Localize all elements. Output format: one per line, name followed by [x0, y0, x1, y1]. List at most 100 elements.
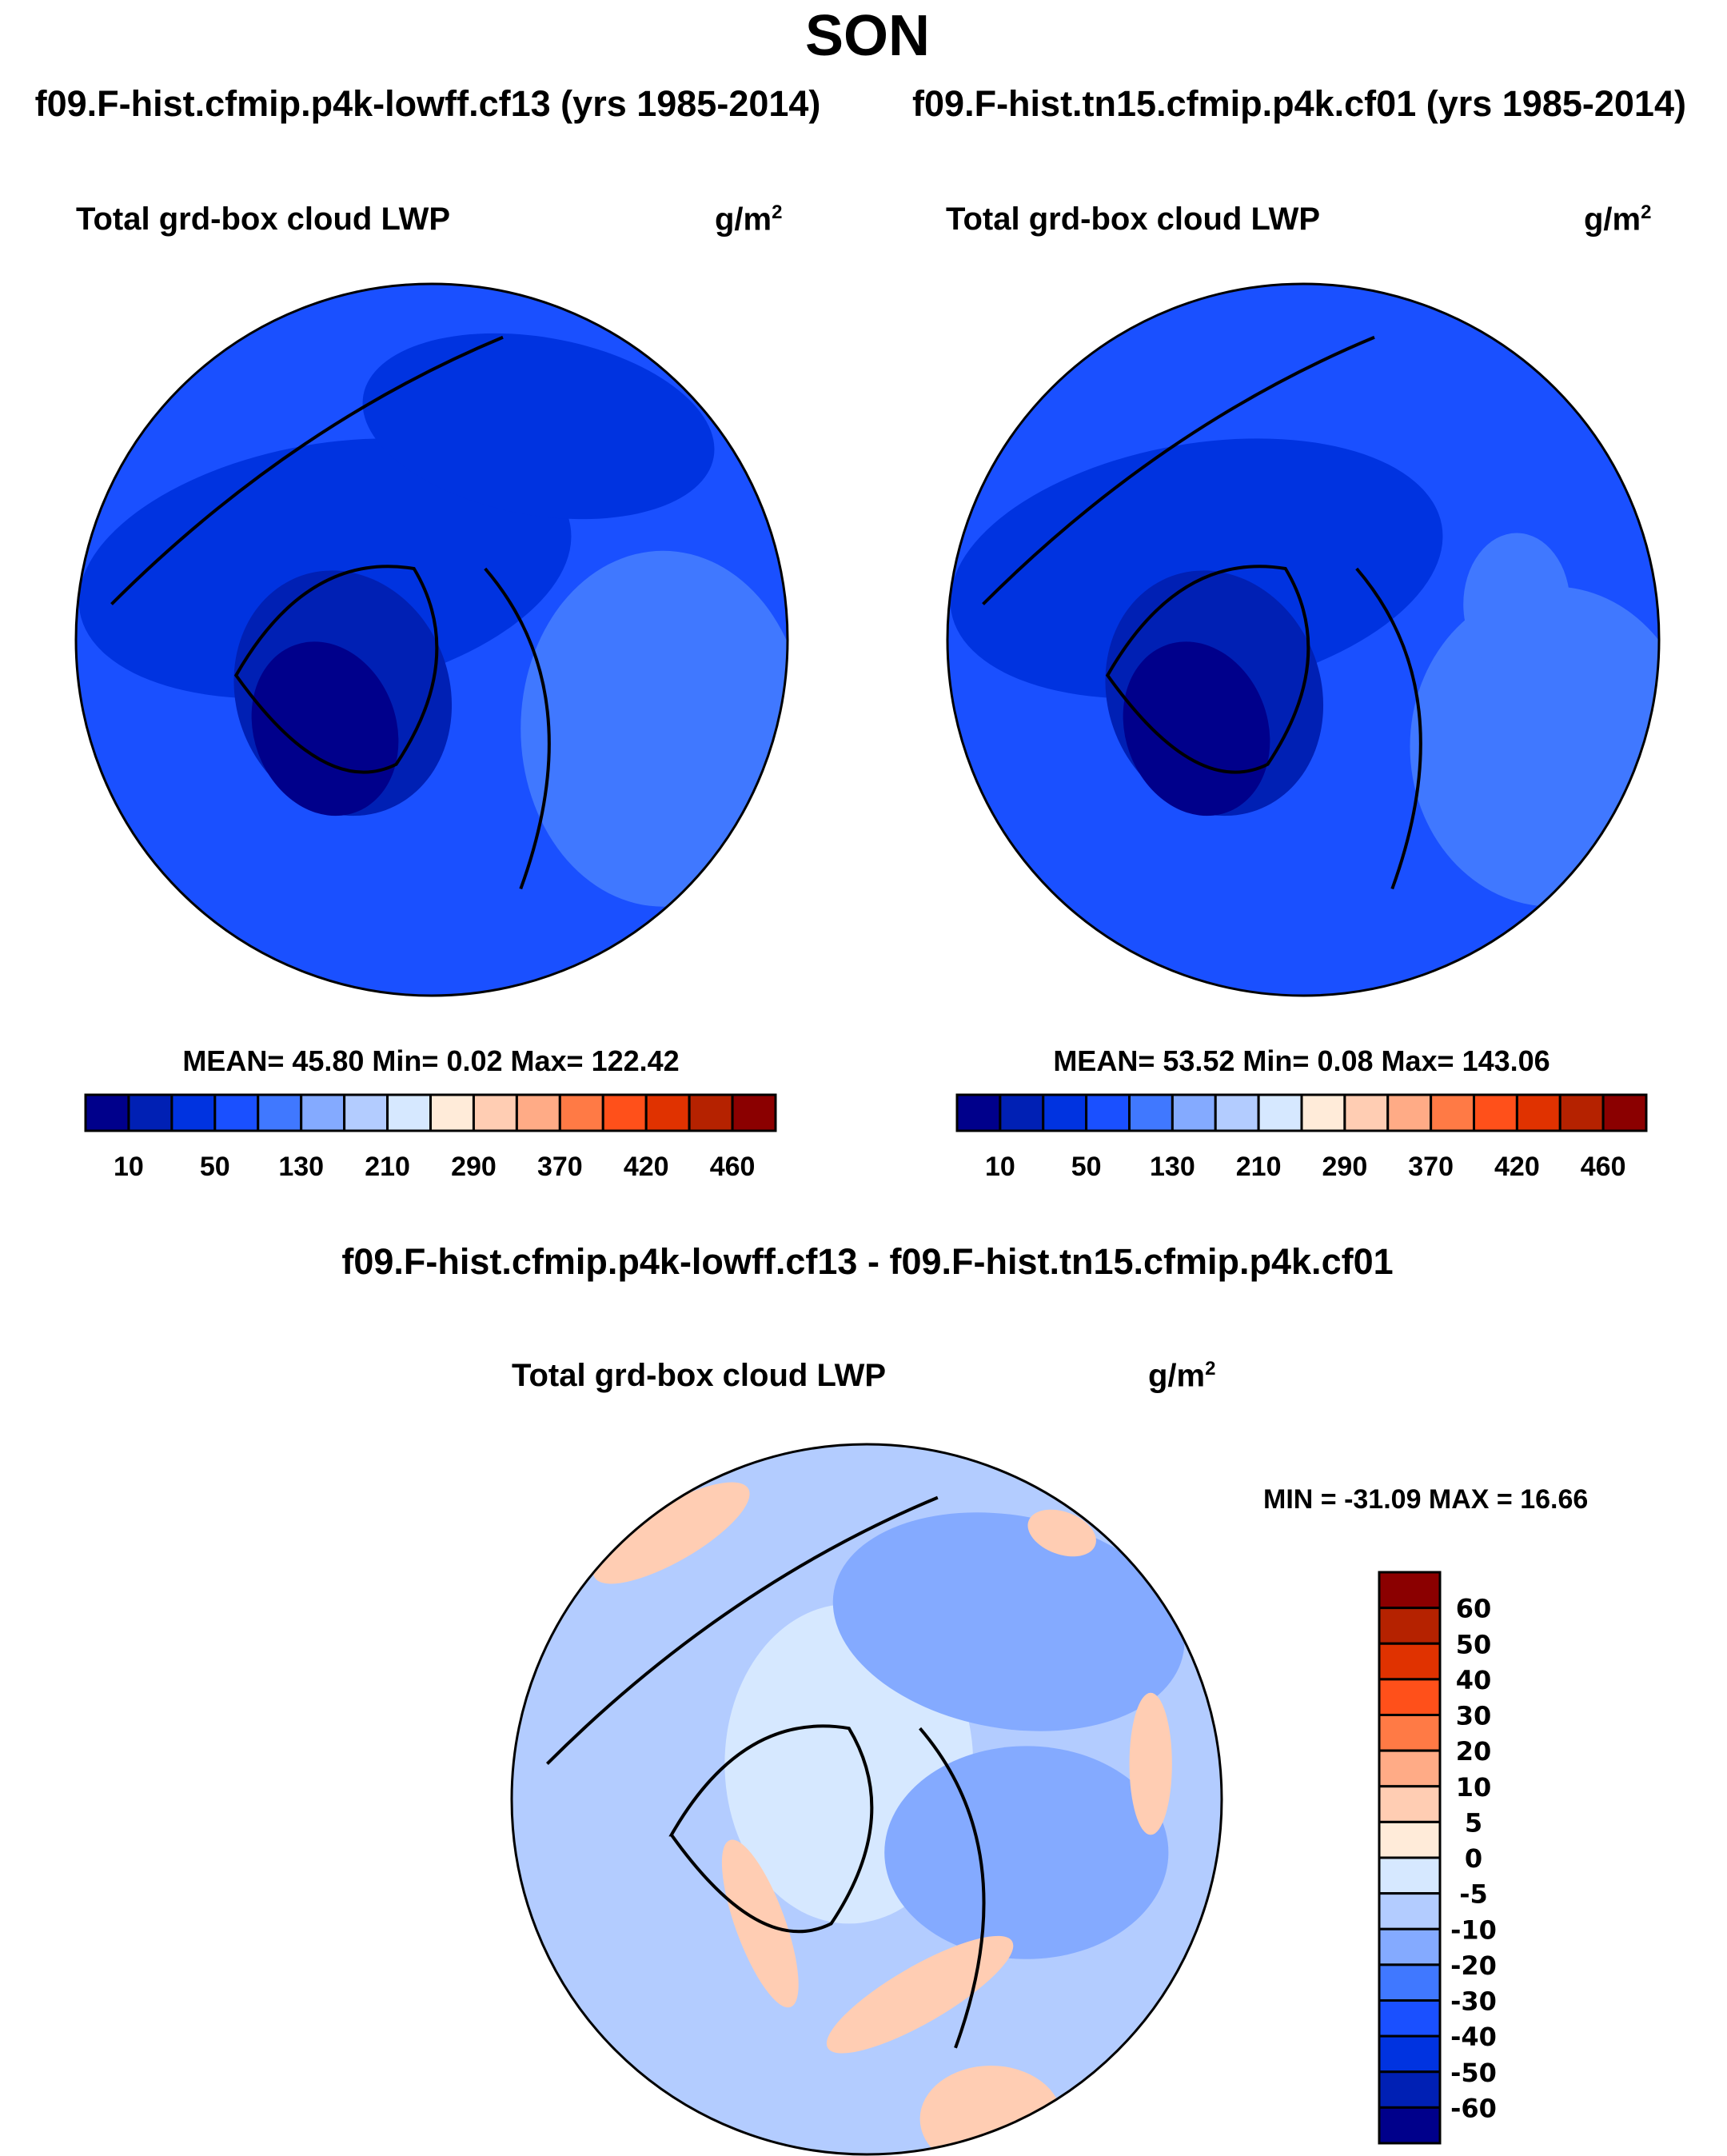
diff-colorbar-tick-label: -40 — [1450, 2022, 1497, 2052]
diff-colorbar-box — [1378, 1856, 1442, 1895]
contour-region — [520, 550, 788, 907]
diff-colorbar-box — [1378, 1892, 1442, 1930]
left-colorbar-tick-label: 370 — [537, 1152, 583, 1182]
right-colorbar-box — [1430, 1093, 1475, 1132]
left-colorbar-tick-label: 130 — [278, 1152, 324, 1182]
coastline — [110, 335, 551, 890]
coastline — [982, 335, 1422, 890]
right-colorbar-box — [1601, 1093, 1648, 1132]
right-colorbar-tick-label: 10 — [985, 1152, 1015, 1182]
left-colorbar-box — [257, 1093, 303, 1132]
right-colorbar-tick-label: 420 — [1494, 1152, 1540, 1182]
diff-colorbar-tick-label: -50 — [1450, 2058, 1497, 2088]
units-sup: 2 — [772, 202, 783, 223]
left-case-title: f09.F-hist.cfmip.p4k-lowff.cf13 (yrs 198… — [34, 83, 821, 124]
left-units-label: g/m2 — [715, 202, 782, 238]
diff-case-title: f09.F-hist.cfmip.p4k-lowff.cf13 - f09.F-… — [341, 1241, 1394, 1282]
right-colorbar-box — [1558, 1093, 1605, 1132]
right-colorbar-box — [1343, 1093, 1390, 1132]
contour-region — [1129, 1692, 1172, 1835]
left-colorbar-box — [429, 1093, 475, 1132]
left-colorbar-box — [472, 1093, 518, 1132]
units-text: g/m — [715, 202, 772, 238]
left-variable-label: Total grd-box cloud LWP — [76, 202, 451, 237]
diff-colorbar-box — [1378, 1963, 1442, 2002]
right-colorbar-box — [1171, 1093, 1217, 1132]
diff-colorbar-box — [1378, 1785, 1442, 1823]
left-stats: MEAN= 45.80 Min= 0.02 Max= 122.42 — [182, 1044, 680, 1077]
diff-colorbar-box — [1378, 1678, 1442, 1716]
diff-colorbar-tick-label: -60 — [1450, 2093, 1497, 2123]
right-colorbar-tick-label: 460 — [1581, 1152, 1626, 1182]
right-variable-label: Total grd-box cloud LWP — [946, 202, 1321, 237]
right-colorbar-tick-label: 50 — [1071, 1152, 1102, 1182]
diff-colorbar-box — [1378, 1749, 1442, 1788]
contour-region — [1027, 1509, 1096, 1557]
right-colorbar-tick-label: 290 — [1322, 1152, 1368, 1182]
left-colorbar-box — [300, 1093, 346, 1132]
right-units-label: g/m2 — [1584, 202, 1651, 238]
diff-colorbar-tick-label: -5 — [1459, 1879, 1488, 1910]
left-colorbar-box — [386, 1093, 432, 1132]
right-colorbar-box — [1128, 1093, 1174, 1132]
left-colorbar-box — [213, 1093, 260, 1132]
left-colorbar-tick-label: 290 — [451, 1152, 497, 1182]
units-text: g/m — [1148, 1358, 1206, 1394]
left-colorbar-box — [170, 1093, 217, 1132]
diff-colorbar-tick-label: 0 — [1465, 1843, 1482, 1874]
diff-colorbar-box — [1378, 1714, 1442, 1752]
diff-colorbar-box — [1378, 2070, 1442, 2109]
right-colorbar-tick-label: 370 — [1408, 1152, 1454, 1182]
left-colorbar-tick-label: 460 — [710, 1152, 756, 1182]
left-colorbar-box — [127, 1093, 173, 1132]
map-left-border — [74, 282, 789, 997]
right-colorbar-tick-label: 210 — [1236, 1152, 1282, 1182]
coastline — [1105, 565, 1310, 774]
map-right — [947, 284, 1659, 996]
diff-colorbar-box — [1378, 2034, 1442, 2074]
diff-colorbar-tick-label: 20 — [1456, 1736, 1492, 1767]
diff-colorbar-box — [1378, 1571, 1442, 1610]
left-colorbar-box — [731, 1093, 777, 1132]
diff-colorbar-tick-label: 60 — [1456, 1594, 1492, 1624]
right-colorbar-box — [999, 1093, 1045, 1132]
left-colorbar-box — [688, 1093, 734, 1132]
left-colorbar-box — [84, 1093, 130, 1132]
diff-units-label: g/m2 — [1148, 1358, 1215, 1394]
map-diff — [512, 1444, 1222, 2154]
diff-colorbar-tick-label: -30 — [1450, 1986, 1497, 2017]
diff-colorbar-box — [1378, 1607, 1442, 1645]
diff-colorbar-tick-label: 10 — [1456, 1772, 1492, 1803]
right-colorbar-box — [1515, 1093, 1561, 1132]
left-colorbar-box — [558, 1093, 604, 1132]
contour-region — [362, 333, 715, 520]
units-text: g/m — [1584, 202, 1641, 238]
left-colorbar-tick-label: 420 — [624, 1152, 669, 1182]
right-colorbar-box — [1257, 1093, 1303, 1132]
diff-variable-label: Total grd-box cloud LWP — [512, 1358, 887, 1393]
diff-colorbar-tick-label: 30 — [1456, 1701, 1492, 1731]
contour-region — [884, 1746, 1169, 1959]
right-colorbar-box — [1473, 1093, 1518, 1132]
right-colorbar-box — [1085, 1093, 1131, 1132]
contour-region — [832, 1512, 1185, 1731]
diff-colorbar-box — [1378, 1927, 1442, 1966]
right-colorbar-box — [1386, 1093, 1433, 1132]
left-colorbar-box — [601, 1093, 648, 1132]
diff-colorbar-box — [1378, 1820, 1442, 1859]
diff-colorbar-tick-label: 5 — [1465, 1807, 1482, 1838]
contour-region — [78, 438, 572, 699]
figure-title: SON — [804, 4, 931, 68]
left-colorbar-tick-label: 50 — [200, 1152, 230, 1182]
left-colorbar-tick-label: 10 — [114, 1152, 144, 1182]
right-colorbar-box — [1300, 1093, 1346, 1132]
coastline — [669, 1724, 874, 1934]
right-stats: MEAN= 53.52 Min= 0.08 Max= 143.06 — [1053, 1044, 1550, 1077]
right-colorbar-box — [1214, 1093, 1260, 1132]
map-diff-border — [510, 1443, 1223, 2156]
units-sup: 2 — [1205, 1358, 1216, 1379]
map-left — [76, 284, 788, 996]
diff-colorbar-tick-label: 50 — [1456, 1629, 1492, 1659]
diff-colorbar-tick-label: -20 — [1450, 1950, 1497, 1981]
